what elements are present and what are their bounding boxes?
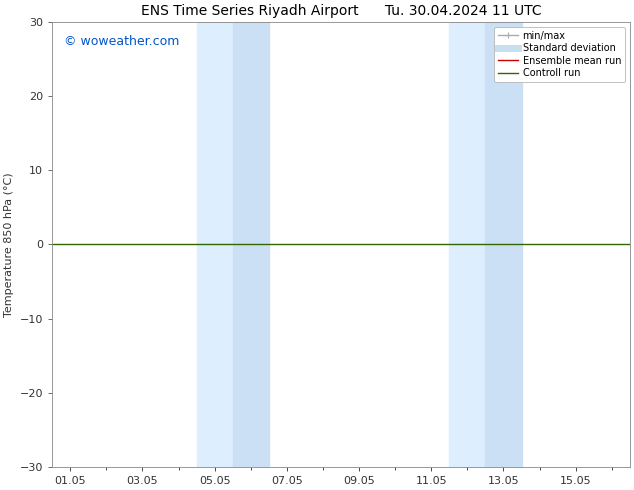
Bar	[233, 22, 269, 467]
Bar	[486, 22, 522, 467]
Bar	[197, 22, 233, 467]
Bar	[450, 22, 486, 467]
Y-axis label: Temperature 850 hPa (°C): Temperature 850 hPa (°C)	[4, 172, 14, 317]
Legend: min/max, Standard deviation, Ensemble mean run, Controll run: min/max, Standard deviation, Ensemble me…	[495, 27, 625, 82]
Title: ENS Time Series Riyadh Airport      Tu. 30.04.2024 11 UTC: ENS Time Series Riyadh Airport Tu. 30.04…	[141, 4, 541, 18]
Text: © woweather.com: © woweather.com	[64, 35, 179, 49]
